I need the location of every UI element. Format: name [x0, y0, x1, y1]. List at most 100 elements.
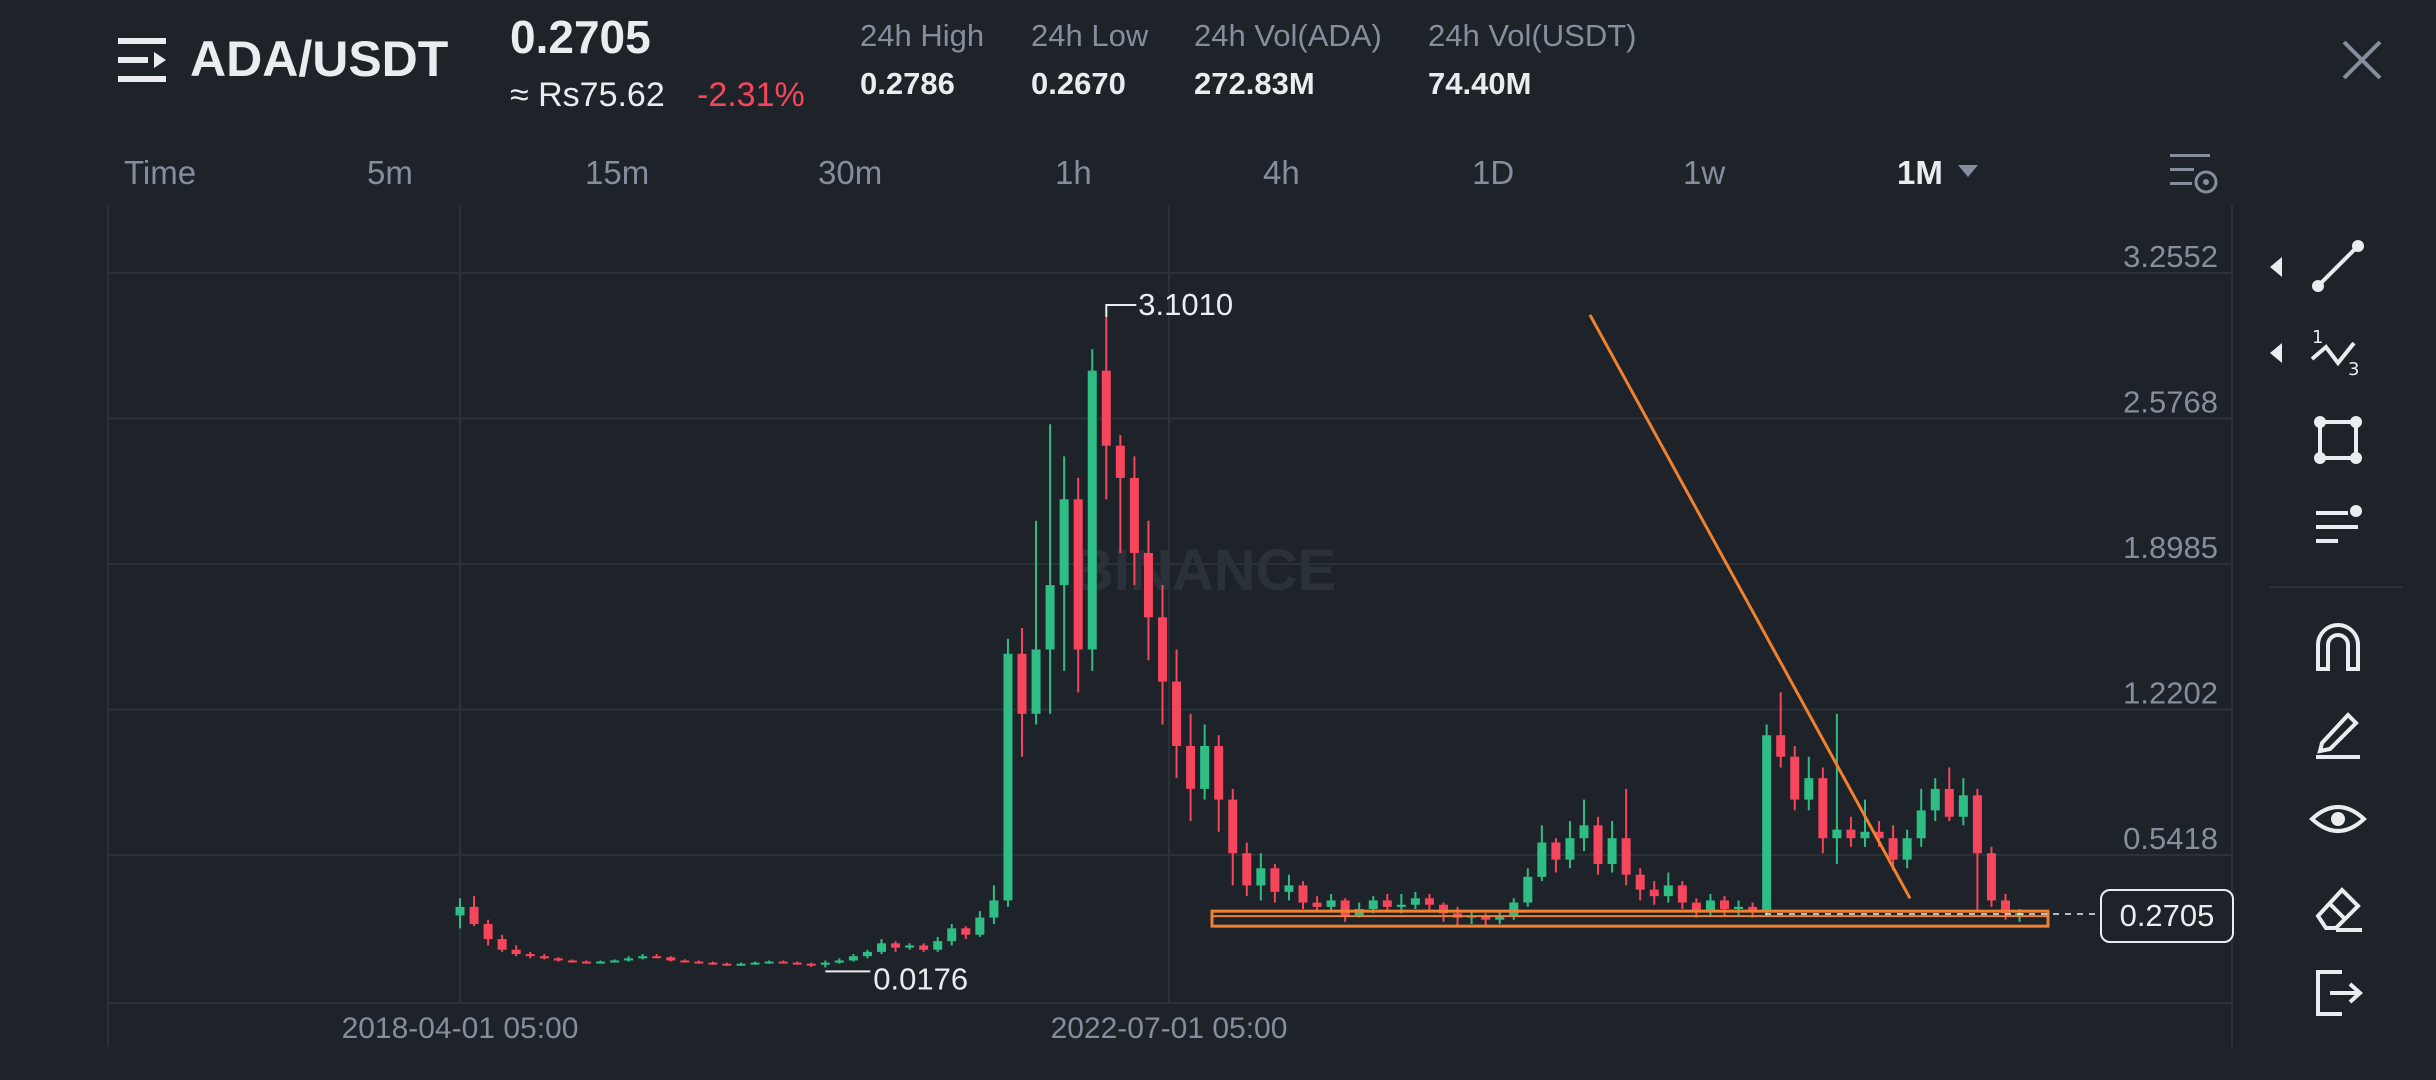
y-tick-label: 1.2202	[2123, 675, 2218, 710]
candle-body	[891, 943, 901, 948]
candle-body	[848, 956, 858, 961]
low-price-label: 0.0176	[873, 961, 968, 996]
indicators-icon[interactable]	[2308, 497, 2368, 557]
last-price: 0.2705	[510, 11, 651, 63]
candle-body	[1439, 904, 1448, 914]
candles	[455, 317, 2025, 968]
candle-body	[862, 951, 872, 957]
exit-icon[interactable]	[2308, 962, 2368, 1022]
candle-body	[610, 960, 620, 963]
chart-grid	[107, 205, 2233, 1047]
candle-body	[1256, 868, 1266, 886]
stat-value: 0.2786	[860, 66, 955, 101]
candle-body	[469, 906, 479, 925]
interval-1d[interactable]: 1D	[1472, 154, 1515, 191]
candle-body	[1565, 838, 1575, 860]
candle-body	[1635, 874, 1645, 890]
high-price-label: 3.1010	[1138, 287, 1233, 322]
trend-line	[1588, 314, 1912, 900]
candle-body	[652, 956, 662, 959]
candle-body	[1481, 915, 1491, 920]
candle-body	[1621, 838, 1631, 875]
candle-body	[1045, 585, 1055, 650]
candle-body	[1593, 825, 1603, 864]
candle-body	[694, 961, 704, 964]
toolbar-divider	[2270, 586, 2402, 588]
candle-body	[1523, 876, 1533, 903]
stat-24h-high: 24h High 0.2786	[860, 18, 984, 102]
drawings	[1210, 314, 2095, 928]
candle-body	[511, 949, 521, 955]
candlestick-chart[interactable]: BINANCE 3.2552 2.5768 1.8985 1.2202 0.5418 20…	[0, 205, 2236, 1080]
candle-body	[1509, 902, 1519, 916]
stat-value: 272.83M	[1194, 66, 1315, 101]
candle-body	[1916, 810, 1926, 839]
interval-1m[interactable]: 1M	[1897, 154, 1943, 191]
interval-1h[interactable]: 1h	[1055, 154, 1092, 191]
candle-body	[1396, 904, 1406, 907]
candle-body	[497, 939, 507, 950]
candle-body	[975, 917, 985, 935]
candle-body	[539, 956, 549, 959]
candle-body	[989, 900, 999, 918]
candle-body	[1551, 842, 1561, 860]
trend-line-icon[interactable]	[2308, 236, 2368, 296]
svg-text:3: 3	[2348, 359, 2359, 380]
pencil-icon[interactable]	[2308, 703, 2368, 763]
stat-24h-vol-base: 24h Vol(ADA) 272.83M	[1194, 18, 1382, 102]
candle-body	[1031, 649, 1041, 714]
candle-body	[1495, 915, 1505, 920]
candle-body	[1705, 900, 1715, 912]
interval-4h[interactable]: 4h	[1263, 154, 1300, 191]
candle-body	[792, 962, 802, 965]
candle-body	[1804, 778, 1814, 800]
candle-body	[1087, 370, 1097, 650]
interval-time[interactable]: Time	[124, 154, 197, 191]
candle-body	[1172, 681, 1182, 746]
eye-icon[interactable]	[2308, 789, 2368, 849]
candle-body	[1579, 825, 1589, 839]
candle-body	[1972, 795, 1982, 854]
candle-body	[1958, 795, 1968, 817]
candle-body	[1691, 902, 1701, 912]
interval-15m[interactable]: 15m	[585, 154, 650, 191]
candle-body	[1607, 838, 1617, 864]
stat-24h-vol-quote: 24h Vol(USDT) 74.40M	[1428, 18, 1636, 102]
candle-body	[1186, 745, 1196, 789]
menu-icon[interactable]	[118, 36, 170, 84]
expand-arrow-icon[interactable]	[2270, 343, 2282, 363]
interval-5m[interactable]: 5m	[367, 154, 413, 191]
stat-24h-low: 24h Low 0.2670	[1031, 18, 1148, 102]
candle-body	[1888, 838, 1898, 860]
pair-title[interactable]: ADA/USDT	[190, 31, 449, 87]
candle-body	[722, 963, 732, 966]
stat-label: 24h Vol(USDT)	[1428, 18, 1637, 53]
interval-1w[interactable]: 1w	[1683, 154, 1726, 191]
magnet-icon[interactable]	[2308, 617, 2368, 677]
fibonacci-icon[interactable]: 1 3	[2308, 323, 2368, 383]
y-tick-label: 2.5768	[2123, 385, 2218, 420]
candle-body	[1944, 788, 1954, 817]
candle-body	[1228, 799, 1238, 854]
chevron-down-icon[interactable]	[1958, 165, 1978, 177]
expand-arrow-icon[interactable]	[2270, 257, 2282, 277]
close-icon[interactable]	[2340, 38, 2384, 82]
chart-settings-icon[interactable]	[2168, 150, 2220, 198]
candle-body	[525, 954, 535, 957]
candle-body	[1382, 900, 1392, 907]
candle-body	[553, 958, 563, 961]
stat-label: 24h Low	[1031, 18, 1149, 53]
stat-label: 24h High	[860, 18, 985, 53]
candle-body	[1017, 653, 1027, 714]
eraser-icon[interactable]	[2308, 876, 2368, 936]
candle-body	[820, 962, 830, 965]
interval-30m[interactable]: 30m	[818, 154, 883, 191]
candle-body	[919, 945, 929, 950]
candle-body	[1312, 902, 1322, 907]
candle-body	[961, 928, 971, 935]
candle-body	[1902, 838, 1912, 860]
stat-label: 24h Vol(ADA)	[1194, 18, 1382, 53]
candle-body	[1832, 829, 1842, 839]
shape-rectangle-icon[interactable]	[2308, 410, 2368, 470]
watermark: BINANCE	[1072, 538, 1336, 603]
